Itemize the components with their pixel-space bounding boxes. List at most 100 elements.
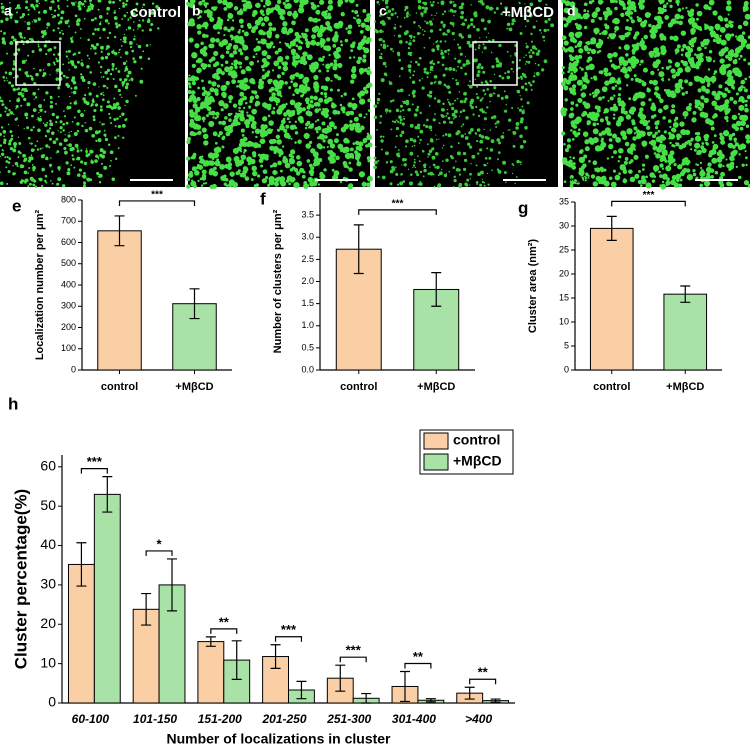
y-tick-label: 700 bbox=[61, 216, 76, 226]
y-tick-label: 30 bbox=[559, 220, 569, 230]
error-bar bbox=[189, 288, 200, 320]
panel-label: a bbox=[4, 3, 12, 19]
error-bar bbox=[431, 272, 442, 307]
y-tick-label: 30 bbox=[40, 576, 56, 592]
panel-label: b bbox=[192, 3, 201, 19]
error-bar bbox=[425, 698, 436, 703]
zoom-box bbox=[472, 41, 518, 86]
y-tick-label: 2.0 bbox=[301, 276, 314, 286]
y-tick-label: 20 bbox=[559, 268, 569, 278]
error-bar bbox=[335, 664, 346, 692]
error-bar bbox=[76, 542, 87, 587]
y-tick-label: 60 bbox=[40, 458, 56, 474]
significance-bracket bbox=[274, 636, 303, 642]
x-tick-label: +MβCD bbox=[175, 381, 213, 393]
bar bbox=[223, 659, 251, 704]
image-caption: control bbox=[130, 4, 181, 21]
fluorescence-spots bbox=[373, 0, 555, 189]
x-tick-label: control bbox=[340, 381, 377, 393]
y-tick-label: 35 bbox=[559, 196, 569, 206]
panel-label: g bbox=[518, 198, 528, 217]
significance-bracket bbox=[469, 678, 497, 685]
significance-label: *** bbox=[151, 190, 163, 201]
x-tick-label: >400 bbox=[465, 712, 492, 726]
y-tick-label: 0 bbox=[48, 694, 56, 710]
panel-label: d bbox=[567, 3, 576, 19]
y-axis-label: Cluster percentage(%) bbox=[11, 489, 30, 669]
x-tick-label: 301-400 bbox=[392, 712, 436, 726]
significance-bracket bbox=[339, 656, 367, 663]
y-tick-label: 15 bbox=[559, 292, 569, 302]
y-tick-label: 0.5 bbox=[301, 342, 314, 352]
error-bar bbox=[464, 686, 475, 700]
x-axis-label: Number of localizations in cluster bbox=[166, 731, 391, 746]
significance-label: ** bbox=[478, 665, 489, 680]
significance-label: ** bbox=[219, 614, 230, 629]
x-tick-label: control bbox=[101, 381, 138, 393]
y-tick-label: 200 bbox=[61, 322, 76, 332]
y-axis-label: Number of clusters per μm² bbox=[272, 209, 284, 353]
zoom-box bbox=[15, 41, 61, 86]
y-tick-label: 25 bbox=[559, 244, 569, 254]
error-bar bbox=[231, 640, 242, 680]
y-tick-label: 600 bbox=[61, 237, 76, 247]
legend-label: control bbox=[453, 432, 500, 448]
x-tick-label: 101-150 bbox=[133, 712, 177, 726]
x-tick-label: 251-300 bbox=[326, 712, 371, 726]
error-bar bbox=[399, 670, 410, 703]
y-tick-label: 2.5 bbox=[301, 254, 314, 264]
image-panel bbox=[0, 0, 185, 187]
bar bbox=[97, 230, 142, 371]
significance-label: *** bbox=[346, 643, 362, 658]
error-bar bbox=[606, 215, 617, 241]
x-tick-label: 201-250 bbox=[261, 712, 306, 726]
y-tick-label: 1.0 bbox=[301, 320, 314, 330]
significance-label: ** bbox=[413, 649, 424, 664]
panel-label: c bbox=[379, 3, 387, 19]
y-tick-label: 1.5 bbox=[301, 298, 314, 308]
error-bar bbox=[490, 698, 501, 703]
bar bbox=[197, 641, 225, 704]
y-tick-label: 0.0 bbox=[301, 364, 314, 374]
significance-bracket bbox=[118, 200, 196, 206]
error-bar bbox=[114, 215, 125, 247]
y-tick-label: 100 bbox=[61, 343, 76, 353]
y-tick-label: 400 bbox=[61, 279, 76, 289]
error-bar bbox=[141, 592, 152, 626]
y-tick-label: 10 bbox=[559, 316, 569, 326]
error-bar bbox=[680, 285, 691, 303]
x-tick-label: control bbox=[593, 381, 630, 393]
fluorescence-spots bbox=[560, 0, 750, 190]
image-caption: +MβCD bbox=[502, 4, 554, 21]
fluorescence-spots bbox=[186, 0, 373, 190]
panel-label: f bbox=[260, 189, 266, 208]
y-tick-label: 3.0 bbox=[301, 232, 314, 242]
y-tick-label: 0 bbox=[564, 364, 569, 374]
y-tick-label: 300 bbox=[61, 301, 76, 311]
legend-swatch bbox=[423, 453, 449, 471]
panel-label: h bbox=[8, 394, 18, 413]
y-tick-label: 500 bbox=[61, 258, 76, 268]
significance-bracket bbox=[145, 550, 173, 556]
panel-label: e bbox=[12, 196, 21, 215]
error-bar bbox=[102, 476, 113, 513]
error-bar bbox=[205, 636, 216, 647]
y-tick-label: 50 bbox=[40, 497, 56, 513]
y-tick-label: 40 bbox=[40, 536, 56, 552]
legend-swatch bbox=[423, 432, 449, 450]
significance-bracket bbox=[210, 628, 238, 634]
bar bbox=[93, 493, 121, 704]
x-tick-label: +MβCD bbox=[417, 381, 455, 393]
significance-label: *** bbox=[643, 190, 655, 201]
error-bar bbox=[353, 224, 364, 275]
x-tick-label: 151-200 bbox=[198, 712, 242, 726]
bar bbox=[663, 293, 708, 371]
y-tick-label: 10 bbox=[40, 654, 56, 670]
error-bar bbox=[270, 644, 281, 669]
y-axis-label: Localization number per μm² bbox=[34, 209, 46, 360]
x-tick-label: 60-100 bbox=[72, 712, 110, 726]
x-tick-label: +MβCD bbox=[666, 381, 704, 393]
significance-bracket bbox=[404, 662, 432, 669]
